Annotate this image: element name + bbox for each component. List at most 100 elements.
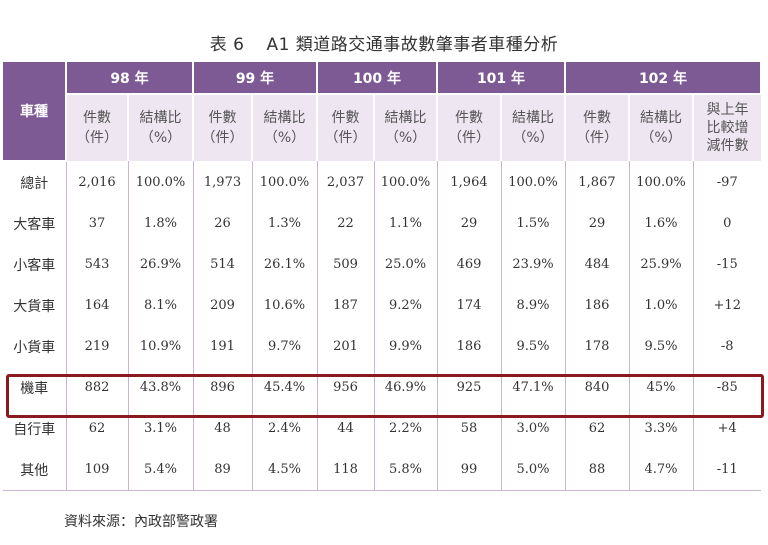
table-cell: 1.5%: [501, 203, 566, 244]
table-cell: 22: [317, 203, 375, 244]
vehicle-type-cell: 大客車: [3, 203, 67, 244]
table-cell: 896: [193, 367, 253, 408]
vehicle-type-cell: 大貨車: [3, 285, 67, 326]
table-row: 自行車 62 3.1% 48 2.4% 44 2.2% 58 3.0% 62 3.3% +4: [3, 408, 761, 449]
table-cell: 1.1%: [374, 203, 438, 244]
vehicle-type-cell: 總計: [3, 161, 67, 203]
table-cell: 3.1%: [128, 408, 194, 449]
table-row: 小貨車 219 10.9% 191 9.7% 201 9.9% 186 9.5% 178 9.5% -…: [3, 326, 761, 367]
table-cell: 37: [66, 203, 129, 244]
table-cell: 4.7%: [629, 449, 694, 491]
table-cell: 3.3%: [629, 408, 694, 449]
table-cell: 1,964: [437, 161, 502, 203]
table-cell: 8.1%: [128, 285, 194, 326]
table-cell: 1,973: [193, 161, 253, 203]
vehicle-type-cell: 小客車: [3, 244, 67, 285]
table-cell: 48: [193, 408, 253, 449]
year-header: 98 年: [66, 62, 194, 95]
table-cell: 100.0%: [374, 161, 438, 203]
table-body: 總計 2,016 100.0% 1,973 100.0% 2,037 100.0% 1,964…: [3, 161, 761, 491]
table-cell: 8.9%: [501, 285, 566, 326]
year-header: 101 年: [437, 62, 566, 95]
ratio-header: 結構比 （%）: [629, 94, 694, 161]
table-row: 機車 882 43.8% 896 45.4% 956 46.9% 925 47.1% 840 45%…: [3, 367, 761, 408]
table-cell: 88: [565, 449, 630, 491]
table-cell: 43.8%: [128, 367, 194, 408]
table-title: 表 6 A1 類道路交通事故數肇事者車種分析: [0, 30, 768, 55]
table-cell: 58: [437, 408, 502, 449]
table-row: 其他 109 5.4% 89 4.5% 118 5.8% 99 5.0% 88 4.7% -11: [3, 449, 761, 491]
table-cell: -97: [716, 174, 738, 190]
sub-header-row: 件數 （件） 結構比 （%） 件數 （件） 結構比 （%） 件數 （件） 結構比 （%） 件數 （件） 結構…: [3, 94, 761, 161]
table-cell: 4.5%: [252, 449, 318, 491]
diff-header: 與上年 比較增 減件數: [693, 94, 761, 161]
table-cell: 10.6%: [252, 285, 318, 326]
table-cell: 1.0%: [629, 285, 694, 326]
table-cell: 45.4%: [252, 367, 318, 408]
table-cell: 3.0%: [501, 408, 566, 449]
table-cell: 100.0%: [128, 161, 194, 203]
table-row: 小客車 543 26.9% 514 26.1% 509 25.0% 469 23.9% 484 25…: [3, 244, 761, 285]
table-cell: +12: [713, 298, 741, 313]
table-cell: 186: [437, 326, 502, 367]
ratio-header: 結構比 （%）: [501, 94, 566, 161]
table-cell: 174: [437, 285, 502, 326]
table-cell: 9.9%: [374, 326, 438, 367]
vehicle-type-cell: 機車: [3, 367, 67, 408]
table-cell: 514: [193, 244, 253, 285]
table-cell: 1,867: [565, 161, 630, 203]
table-cell: 2,016: [66, 161, 129, 203]
count-header: 件數 （件）: [193, 94, 253, 161]
table-cell: 9.7%: [252, 326, 318, 367]
table-cell: -15: [716, 257, 738, 272]
table-cell: 89: [193, 449, 253, 491]
table-cell: 62: [565, 408, 630, 449]
data-source: 資料來源：內政部警政署: [64, 514, 218, 530]
table-cell: 201: [317, 326, 375, 367]
table-cell: 5.8%: [374, 449, 438, 491]
ratio-header: 結構比 （%）: [128, 94, 194, 161]
table-cell: 47.1%: [501, 367, 566, 408]
table-number: 表 6: [209, 35, 245, 55]
table-cell: 543: [66, 244, 129, 285]
vehicle-type-cell: 自行車: [3, 408, 67, 449]
table-cell: 100.0%: [501, 161, 566, 203]
table-cell: 956: [317, 367, 375, 408]
year-header-row: 車種 98 年 99 年 100 年 101 年 102 年: [3, 62, 762, 162]
table-cell: 9.5%: [501, 326, 566, 367]
vehicle-type-cell: 小貨車: [3, 326, 67, 367]
table-cell: +4: [717, 421, 737, 436]
table-cell: 99: [437, 449, 502, 491]
table-cell: 10.9%: [128, 326, 194, 367]
table-cell: 164: [66, 285, 129, 326]
table-cell: -8: [720, 339, 734, 354]
table-cell: 209: [193, 285, 253, 326]
count-header: 件數 （件）: [66, 94, 129, 161]
year-header: 99 年: [193, 62, 318, 95]
table-cell: 118: [317, 449, 375, 491]
table-cell: 1.8%: [128, 203, 194, 244]
table-cell: 484: [565, 244, 630, 285]
table-cell: 23.9%: [501, 244, 566, 285]
table-cell: 178: [565, 326, 630, 367]
table-row: 大客車 37 1.8% 26 1.3% 22 1.1% 29 1.5% 29 1.6% 0: [3, 203, 761, 244]
table-cell: 62: [66, 408, 129, 449]
table-row: 大貨車 164 8.1% 209 10.6% 187 9.2% 174 8.9% 186 1.0% +…: [3, 285, 761, 326]
table-cell: 925: [437, 367, 502, 408]
table-cell: 26: [193, 203, 253, 244]
table-cell: 9.5%: [629, 326, 694, 367]
table-cell: 1.6%: [629, 203, 694, 244]
table-cell: 187: [317, 285, 375, 326]
table-cell: 25.0%: [374, 244, 438, 285]
vehicle-type-header: 車種: [3, 62, 67, 162]
table-cell: 2.4%: [252, 408, 318, 449]
table-cell: 44: [317, 408, 375, 449]
table-cell: 882: [66, 367, 129, 408]
vehicle-type-cell: 其他: [3, 449, 67, 491]
ratio-header: 結構比 （%）: [252, 94, 318, 161]
table-cell: 5.4%: [128, 449, 194, 491]
table-cell: 100.0%: [252, 161, 318, 203]
table-cell: -85: [716, 380, 738, 395]
table-cell: 100.0%: [629, 161, 694, 203]
year-header: 102 年: [565, 62, 762, 95]
